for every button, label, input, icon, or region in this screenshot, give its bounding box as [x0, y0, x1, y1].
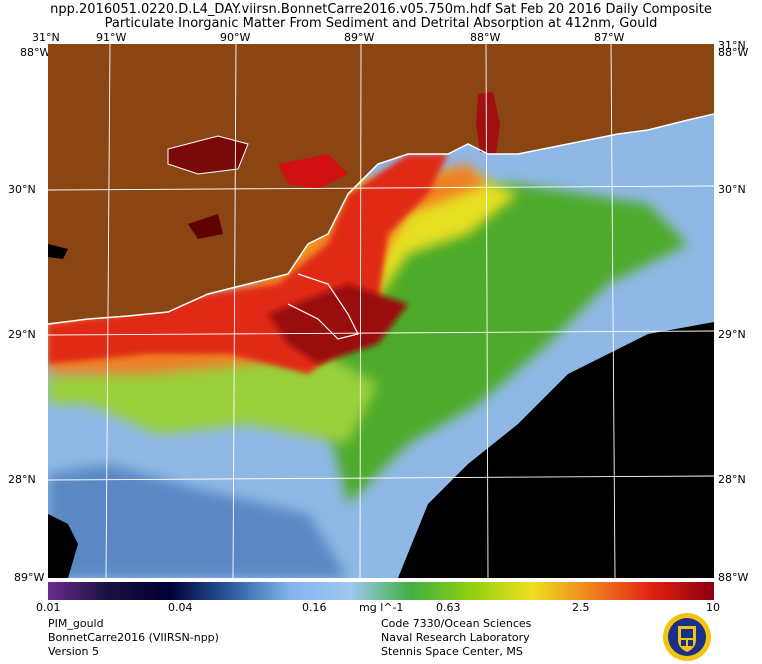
lat-label-left-28n: 28°N	[8, 473, 36, 486]
inland-marsh	[188, 214, 223, 239]
colorbar	[48, 582, 714, 600]
plume-dark-red	[268, 284, 408, 364]
colorbar-tick-0.16: 0.16	[302, 601, 327, 614]
inland-lake-west	[48, 244, 68, 259]
version-label: Version 5	[48, 645, 99, 658]
dataset-name: BonnetCarre2016 (VIIRSN-npp)	[48, 631, 219, 644]
info-left-block: PIM_gould BonnetCarre2016 (VIIRSN-npp) V…	[48, 617, 219, 659]
header-title: npp.2016051.0220.D.L4_DAY.viirsn.BonnetC…	[50, 2, 712, 17]
corner-label-top-left: 88°W	[20, 46, 51, 59]
satellite-map[interactable]	[48, 44, 714, 578]
lat-label-right-28n: 28°N	[718, 473, 746, 486]
header-subtitle: Particulate Inorganic Matter From Sedime…	[104, 16, 658, 31]
lat-label-left-29n: 29°N	[8, 328, 36, 341]
graticule	[48, 44, 714, 578]
mobile-bay	[476, 92, 500, 154]
org-location: Stennis Space Center, MS	[381, 645, 523, 658]
corner-label-top-right: 88°W	[718, 46, 749, 59]
lon-label-corner-right: 31°N	[718, 39, 746, 52]
lon-label-87w: 87°W	[594, 31, 625, 44]
lake-outline	[167, 135, 249, 175]
lake-borgne	[278, 154, 348, 189]
lon-label-88w: 88°W	[470, 31, 501, 44]
colorbar-tick-0.63: 0.63	[436, 601, 461, 614]
info-right-block: Code 7330/Ocean Sciences Naval Research …	[381, 617, 531, 659]
deep-water-west	[48, 514, 78, 578]
coastline	[48, 113, 714, 325]
product-name: PIM_gould	[48, 617, 104, 630]
water-southwest	[48, 464, 348, 578]
colorbar-tick-0.04: 0.04	[168, 601, 193, 614]
lat-label-right-29n: 29°N	[718, 328, 746, 341]
colorbar-tick-10: 10	[706, 601, 720, 614]
land	[48, 44, 714, 324]
org-code: Code 7330/Ocean Sciences	[381, 617, 532, 630]
org-name: Naval Research Laboratory	[381, 631, 530, 644]
delta-outline	[287, 273, 359, 340]
colorbar-tick-0.01: 0.01	[36, 601, 61, 614]
lon-label-90w: 90°W	[220, 31, 251, 44]
lake-pontchartrain	[168, 136, 248, 174]
deep-water	[398, 322, 714, 578]
colorbar-unit: mg l^-1	[359, 601, 404, 614]
nrl-seal-logo	[663, 613, 711, 661]
colorbar-tick-2.5: 2.5	[572, 601, 590, 614]
lon-label-89w: 89°W	[344, 31, 375, 44]
corner-label-bottom-right: 88°W	[718, 571, 749, 584]
lat-label-right-30n: 30°N	[718, 183, 746, 196]
lat-label-left-30n: 30°N	[8, 183, 36, 196]
lon-label-91w: 91°W	[96, 31, 127, 44]
lon-label-corner-left: 31°N	[32, 31, 60, 44]
corner-label-bottom-left: 89°W	[14, 571, 45, 584]
